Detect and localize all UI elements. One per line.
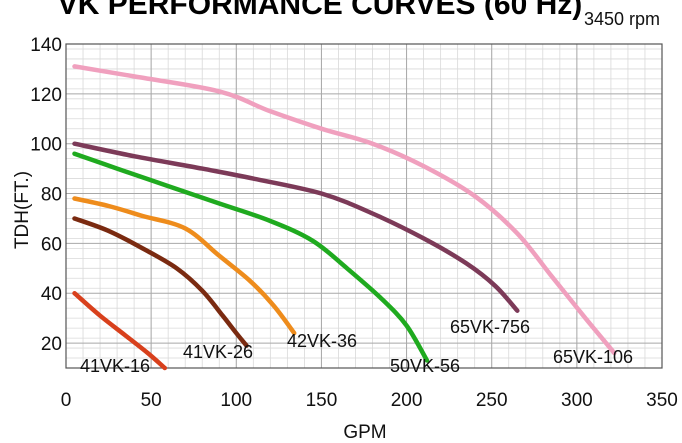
axes: 0 50 100 150 200 250 300 350 20 40 60 80 100 120 140 <box>30 35 678 411</box>
x-tick-label: 50 <box>141 390 162 411</box>
chart-title: VK PERFORMANCE CURVES (60 Hz) <box>58 0 583 21</box>
series-line-65vk-756 <box>72 141 520 313</box>
rpm-note: 3450 rpm <box>584 9 660 29</box>
series-lines <box>72 64 617 371</box>
series-line-50vk-56 <box>72 151 430 363</box>
series-label-41vk-26: 41VK-26 <box>183 342 253 362</box>
plot-area <box>66 44 662 368</box>
x-tick-label: 0 <box>61 390 72 411</box>
series-line-65vk-106 <box>72 64 617 356</box>
series-label-50vk-56: 50VK-56 <box>390 356 460 376</box>
y-tick-label: 40 <box>41 284 62 305</box>
y-tick-label: 80 <box>41 185 62 206</box>
x-tick-label: 100 <box>220 390 252 411</box>
y-axis-title: TDH(FT.) <box>12 171 33 249</box>
x-tick-label: 300 <box>561 390 593 411</box>
series-label-42vk-36: 42VK-36 <box>287 331 357 351</box>
series-line-41vk-16 <box>72 290 168 371</box>
series-label-65vk-756: 65VK-756 <box>450 317 530 337</box>
series-line-42vk-36 <box>72 196 297 336</box>
series-line-41vk-26 <box>72 216 249 348</box>
x-axis-title: GPM <box>343 422 386 443</box>
grid <box>65 43 663 369</box>
y-tick-label: 120 <box>30 85 62 106</box>
plot-frame <box>65 43 663 369</box>
y-tick-label: 100 <box>30 135 62 156</box>
y-tick-label: 140 <box>30 35 62 56</box>
series-label-65vk-106: 65VK-106 <box>553 347 633 367</box>
x-tick-label: 200 <box>391 390 423 411</box>
y-tick-label: 20 <box>41 334 62 355</box>
x-tick-label: 150 <box>306 390 338 411</box>
y-tick-label: 60 <box>41 234 62 255</box>
x-tick-label: 250 <box>476 390 508 411</box>
x-tick-label: 350 <box>646 390 678 411</box>
series-labels: 41VK-16 41VK-26 42VK-36 50VK-56 65VK-756 65VK… <box>80 317 633 376</box>
series-label-41vk-16: 41VK-16 <box>80 356 150 376</box>
